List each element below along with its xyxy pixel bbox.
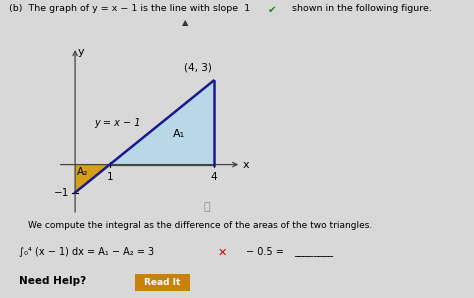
Text: (b)  The graph of y = x − 1 is the line with slope  1: (b) The graph of y = x − 1 is the line w… <box>9 4 251 13</box>
Text: ▲: ▲ <box>182 18 188 27</box>
Text: 4: 4 <box>210 172 217 181</box>
Text: 1: 1 <box>106 172 113 181</box>
Polygon shape <box>75 164 109 193</box>
Text: ✕: ✕ <box>218 247 228 257</box>
Polygon shape <box>109 81 213 164</box>
Text: − 0.5 =: − 0.5 = <box>246 247 284 257</box>
Text: A₂: A₂ <box>77 167 88 177</box>
Text: x: x <box>243 160 250 170</box>
Text: ⓘ: ⓘ <box>203 201 210 212</box>
Text: ✔: ✔ <box>268 4 276 15</box>
Text: shown in the following figure.: shown in the following figure. <box>292 4 431 13</box>
Text: ∫₀⁴ (x − 1) dx = A₁ − A₂ = 3: ∫₀⁴ (x − 1) dx = A₁ − A₂ = 3 <box>19 247 154 257</box>
Text: Need Help?: Need Help? <box>19 276 86 286</box>
Text: A₁: A₁ <box>173 129 185 139</box>
Text: We compute the integral as the difference of the areas of the two triangles.: We compute the integral as the differenc… <box>28 221 373 229</box>
Text: y: y <box>78 47 84 57</box>
Text: ________: ________ <box>294 247 333 257</box>
Text: (4, 3): (4, 3) <box>184 62 212 72</box>
Text: −1: −1 <box>54 187 69 198</box>
Text: y = x − 1: y = x − 1 <box>94 118 141 128</box>
Text: Read It: Read It <box>144 278 181 287</box>
